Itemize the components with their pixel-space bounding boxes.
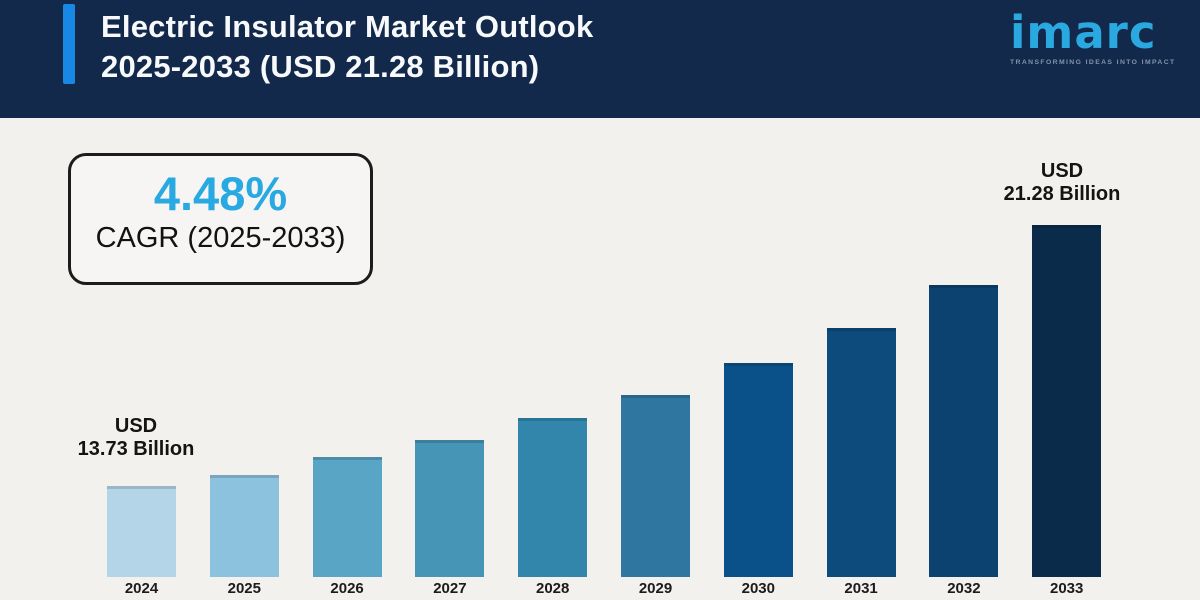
x-axis-label-2027: 2027 — [433, 580, 467, 597]
bar-2028 — [518, 418, 588, 577]
page-title-line2: 2025-2033 (USD 21.28 Billion) — [101, 49, 540, 84]
x-axis-label-2025: 2025 — [227, 580, 261, 597]
imarc-logo-tagline: TRANSFORMING IDEAS INTO IMPACT — [1010, 59, 1176, 66]
x-axis-label-2032: 2032 — [947, 580, 981, 597]
imarc-logo-wordmark: imarc — [1010, 6, 1157, 59]
value-label-2033: USD 21.28 Billion — [1004, 160, 1121, 206]
x-axis-label-2026: 2026 — [330, 580, 364, 597]
bar-2026 — [312, 457, 382, 577]
x-axis-label-2031: 2031 — [844, 580, 878, 597]
title-accent-bar — [63, 4, 75, 84]
page-title-line1: Electric Insulator Market Outlook — [101, 9, 594, 44]
imarc-logo: imarc TRANSFORMING IDEAS INTO IMPACT — [1010, 6, 1176, 67]
bar-2032 — [929, 285, 999, 577]
value-label-2024: USD 13.73 Billion — [78, 415, 195, 461]
x-axis-label-2030: 2030 — [741, 580, 775, 597]
x-axis-label-2028: 2028 — [536, 580, 570, 597]
bar-2033 — [1032, 225, 1102, 577]
value-label-2033-line2: 21.28 Billion — [1003, 183, 1121, 205]
header: Electric Insulator Market Outlook 2025-2… — [0, 0, 1200, 118]
bar-2024 — [107, 486, 176, 577]
value-label-2033-line1: USD — [1040, 160, 1084, 182]
cagr-value: 4.48% — [153, 167, 288, 220]
bar-2030 — [723, 363, 793, 577]
page-title: Electric Insulator Market Outlook 2025-2… — [101, 7, 593, 87]
bar-2029 — [621, 395, 690, 577]
x-axis-label-2029: 2029 — [638, 580, 673, 597]
bar-2031 — [826, 328, 896, 577]
value-label-2024-line2: 13.73 Billion — [77, 438, 195, 460]
bar-2027 — [415, 440, 485, 577]
x-axis-label-2024: 2024 — [124, 580, 159, 597]
cagr-callout-box: 4.48% CAGR (2025-2033) — [68, 153, 373, 285]
cagr-label: CAGR (2025-2033) — [95, 222, 346, 254]
bar-2025 — [209, 475, 279, 577]
x-axis-label-2033: 2033 — [1050, 580, 1084, 597]
value-label-2024-line1: USD — [114, 415, 158, 437]
